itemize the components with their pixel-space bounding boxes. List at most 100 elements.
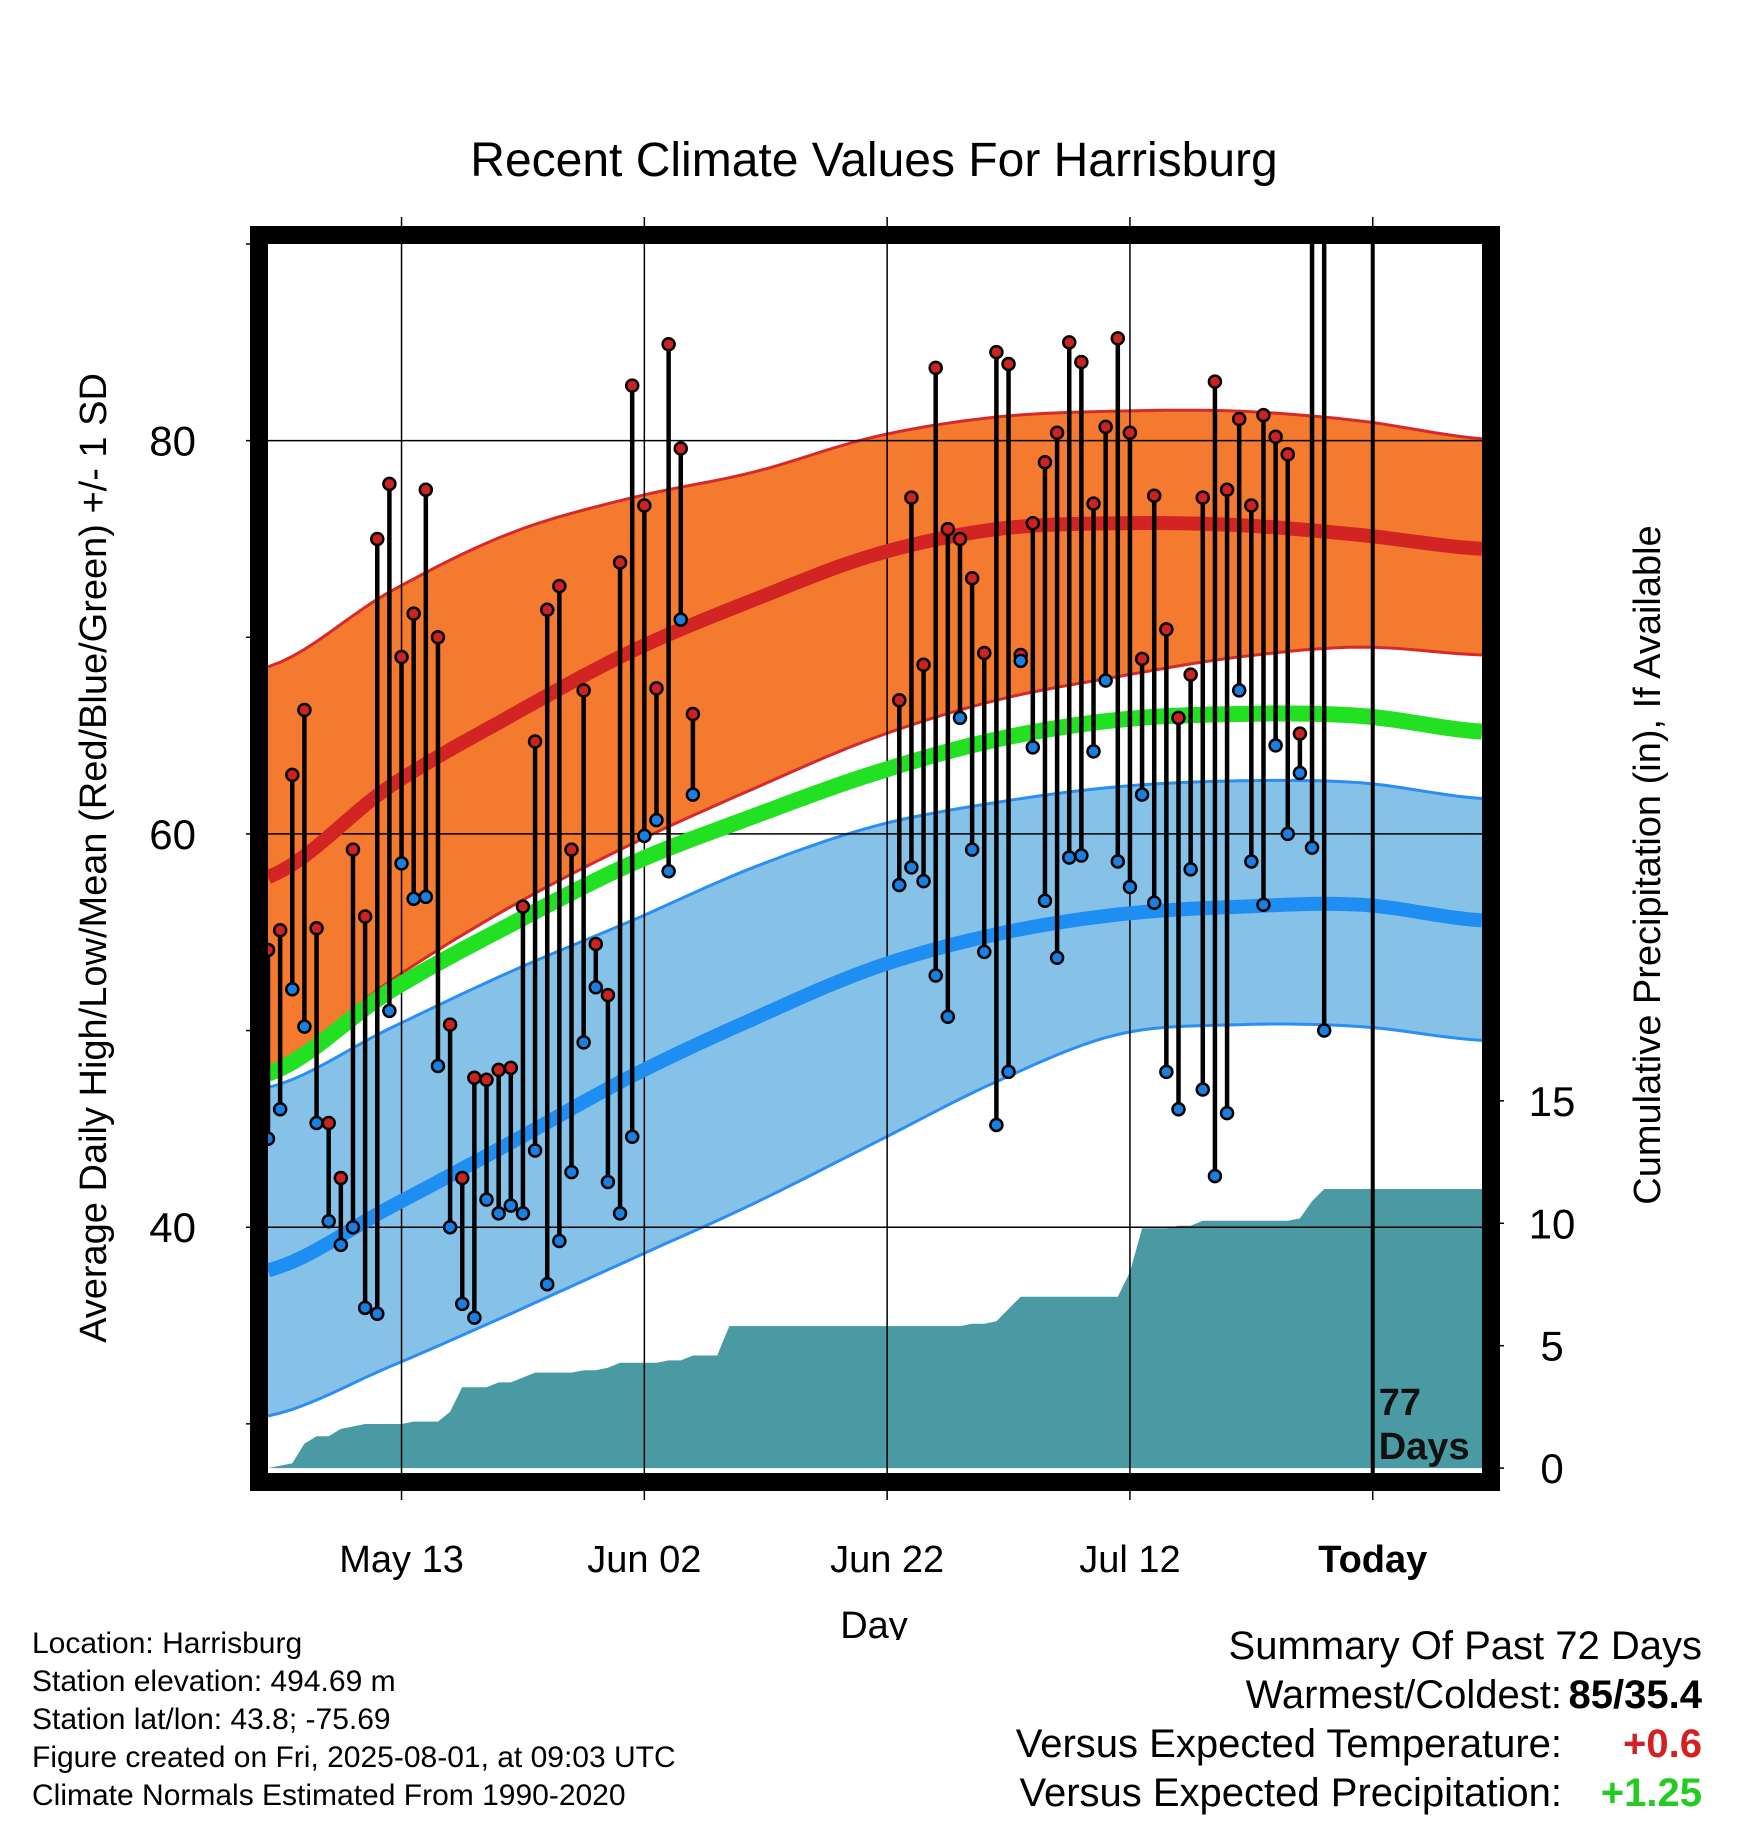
x-tick-label: Today	[1318, 1539, 1427, 1581]
low-point	[479, 1192, 494, 1207]
low-point	[539, 1276, 555, 1292]
high-point	[1122, 425, 1138, 441]
low-point	[406, 891, 421, 907]
low-point	[309, 1115, 324, 1131]
low-point	[467, 1310, 482, 1325]
high-point	[1134, 651, 1150, 667]
low-point	[454, 1296, 470, 1312]
high-point	[1306, 0, 1318, 6]
low-point	[268, 1131, 276, 1146]
low-point	[272, 1101, 288, 1117]
x-tick-label: Jun 22	[830, 1539, 944, 1581]
high-point	[539, 602, 555, 618]
precip-tick-label: 15	[1529, 1078, 1576, 1125]
days-unit-label: Days	[1379, 1426, 1470, 1468]
high-point	[1025, 515, 1041, 531]
low-point	[1304, 840, 1320, 855]
high-point	[600, 987, 616, 1003]
low-point	[1280, 826, 1296, 842]
cumulative-precip-area	[268, 1189, 1482, 1469]
low-point	[928, 968, 943, 983]
low-point	[964, 842, 980, 857]
high-point	[624, 378, 640, 393]
warmest-value: 85/35.4	[1568, 1673, 1702, 1717]
precip-tick-label: 0	[1540, 1445, 1563, 1492]
summary-panel: Summary Of Past 72 Days Warmest/Coldest:…	[1016, 1622, 1702, 1818]
high-point	[1231, 411, 1247, 427]
precip-tick-label: 10	[1529, 1200, 1576, 1247]
y2-axis-label: Cumulative Precipitation (in), If Availa…	[1627, 525, 1669, 1204]
high-point	[406, 606, 421, 621]
high-point	[564, 842, 579, 857]
low-point	[989, 1117, 1004, 1133]
low-point	[649, 812, 664, 828]
low-point	[1342, 0, 1354, 6]
low-point	[1183, 862, 1198, 877]
low-point	[637, 828, 652, 844]
high-point	[1256, 407, 1271, 423]
chart-title: Recent Climate Values For Harrisburg	[470, 134, 1277, 187]
high-point	[661, 337, 676, 352]
high-point	[637, 498, 652, 513]
high-point	[1037, 455, 1053, 470]
high-point	[1061, 335, 1077, 350]
high-point	[527, 734, 543, 749]
low-point	[1207, 1168, 1223, 1184]
low-point	[552, 1233, 567, 1249]
low-point	[576, 1035, 591, 1050]
high-point	[454, 1170, 470, 1186]
low-sd-lower-line	[268, 1022, 1482, 1418]
high-point	[297, 702, 312, 718]
high-point	[673, 441, 689, 456]
high-point	[1244, 498, 1259, 513]
low-point	[297, 1019, 312, 1034]
plot-area	[268, 0, 1482, 1473]
low-point	[1330, 0, 1342, 6]
climate-chart: Recent Climate Values For Harrisburg 77D…	[73, 0, 1669, 1640]
precip-tick-label: 5	[1540, 1323, 1563, 1370]
x-tick-label: May 13	[339, 1539, 464, 1581]
low-point	[382, 1003, 397, 1019]
high-point	[442, 1017, 458, 1032]
low-point	[418, 889, 434, 905]
high-point	[1342, 0, 1354, 6]
y-axis-label: Average Daily High/Low/Mean (Red/Blue/Gr…	[73, 373, 115, 1343]
high-point	[916, 657, 931, 673]
high-point	[268, 942, 276, 958]
high-point	[964, 571, 980, 586]
low-point	[673, 612, 689, 627]
plot-frame	[250, 226, 1500, 1491]
low-point	[892, 877, 907, 893]
high-point	[1318, 0, 1330, 6]
low-point	[357, 1300, 373, 1316]
low-point	[1146, 895, 1162, 910]
low-point	[1134, 787, 1150, 802]
low-point	[1195, 1082, 1211, 1097]
low-point	[1231, 683, 1247, 698]
high-point	[467, 1070, 482, 1086]
normals-text: Climate Normals Estimated From 1990-2020	[32, 1779, 626, 1812]
high-point	[503, 1060, 519, 1076]
low-point	[345, 1219, 361, 1235]
high-point	[576, 683, 591, 698]
high-point	[892, 692, 907, 708]
low-point	[940, 1009, 956, 1025]
low-point	[1074, 848, 1089, 863]
high-point	[1001, 356, 1016, 372]
low-point	[1292, 765, 1308, 781]
precip-value: +1.25	[1600, 1771, 1702, 1815]
x-tick-label: Jul 12	[1079, 1539, 1180, 1581]
high-point	[1355, 0, 1367, 6]
low-point	[977, 944, 992, 960]
high-point	[418, 482, 434, 498]
low-point	[1268, 738, 1283, 753]
x-tick-label: Jun 02	[587, 1539, 701, 1581]
created-text: Figure created on Fri, 2025-08-01, at 09…	[32, 1741, 676, 1774]
high-point	[1171, 710, 1186, 726]
high-point	[1049, 425, 1065, 441]
low-point	[1001, 1064, 1016, 1080]
low-point	[624, 1129, 640, 1144]
high-point	[1195, 490, 1211, 505]
low-point	[1219, 1105, 1235, 1121]
